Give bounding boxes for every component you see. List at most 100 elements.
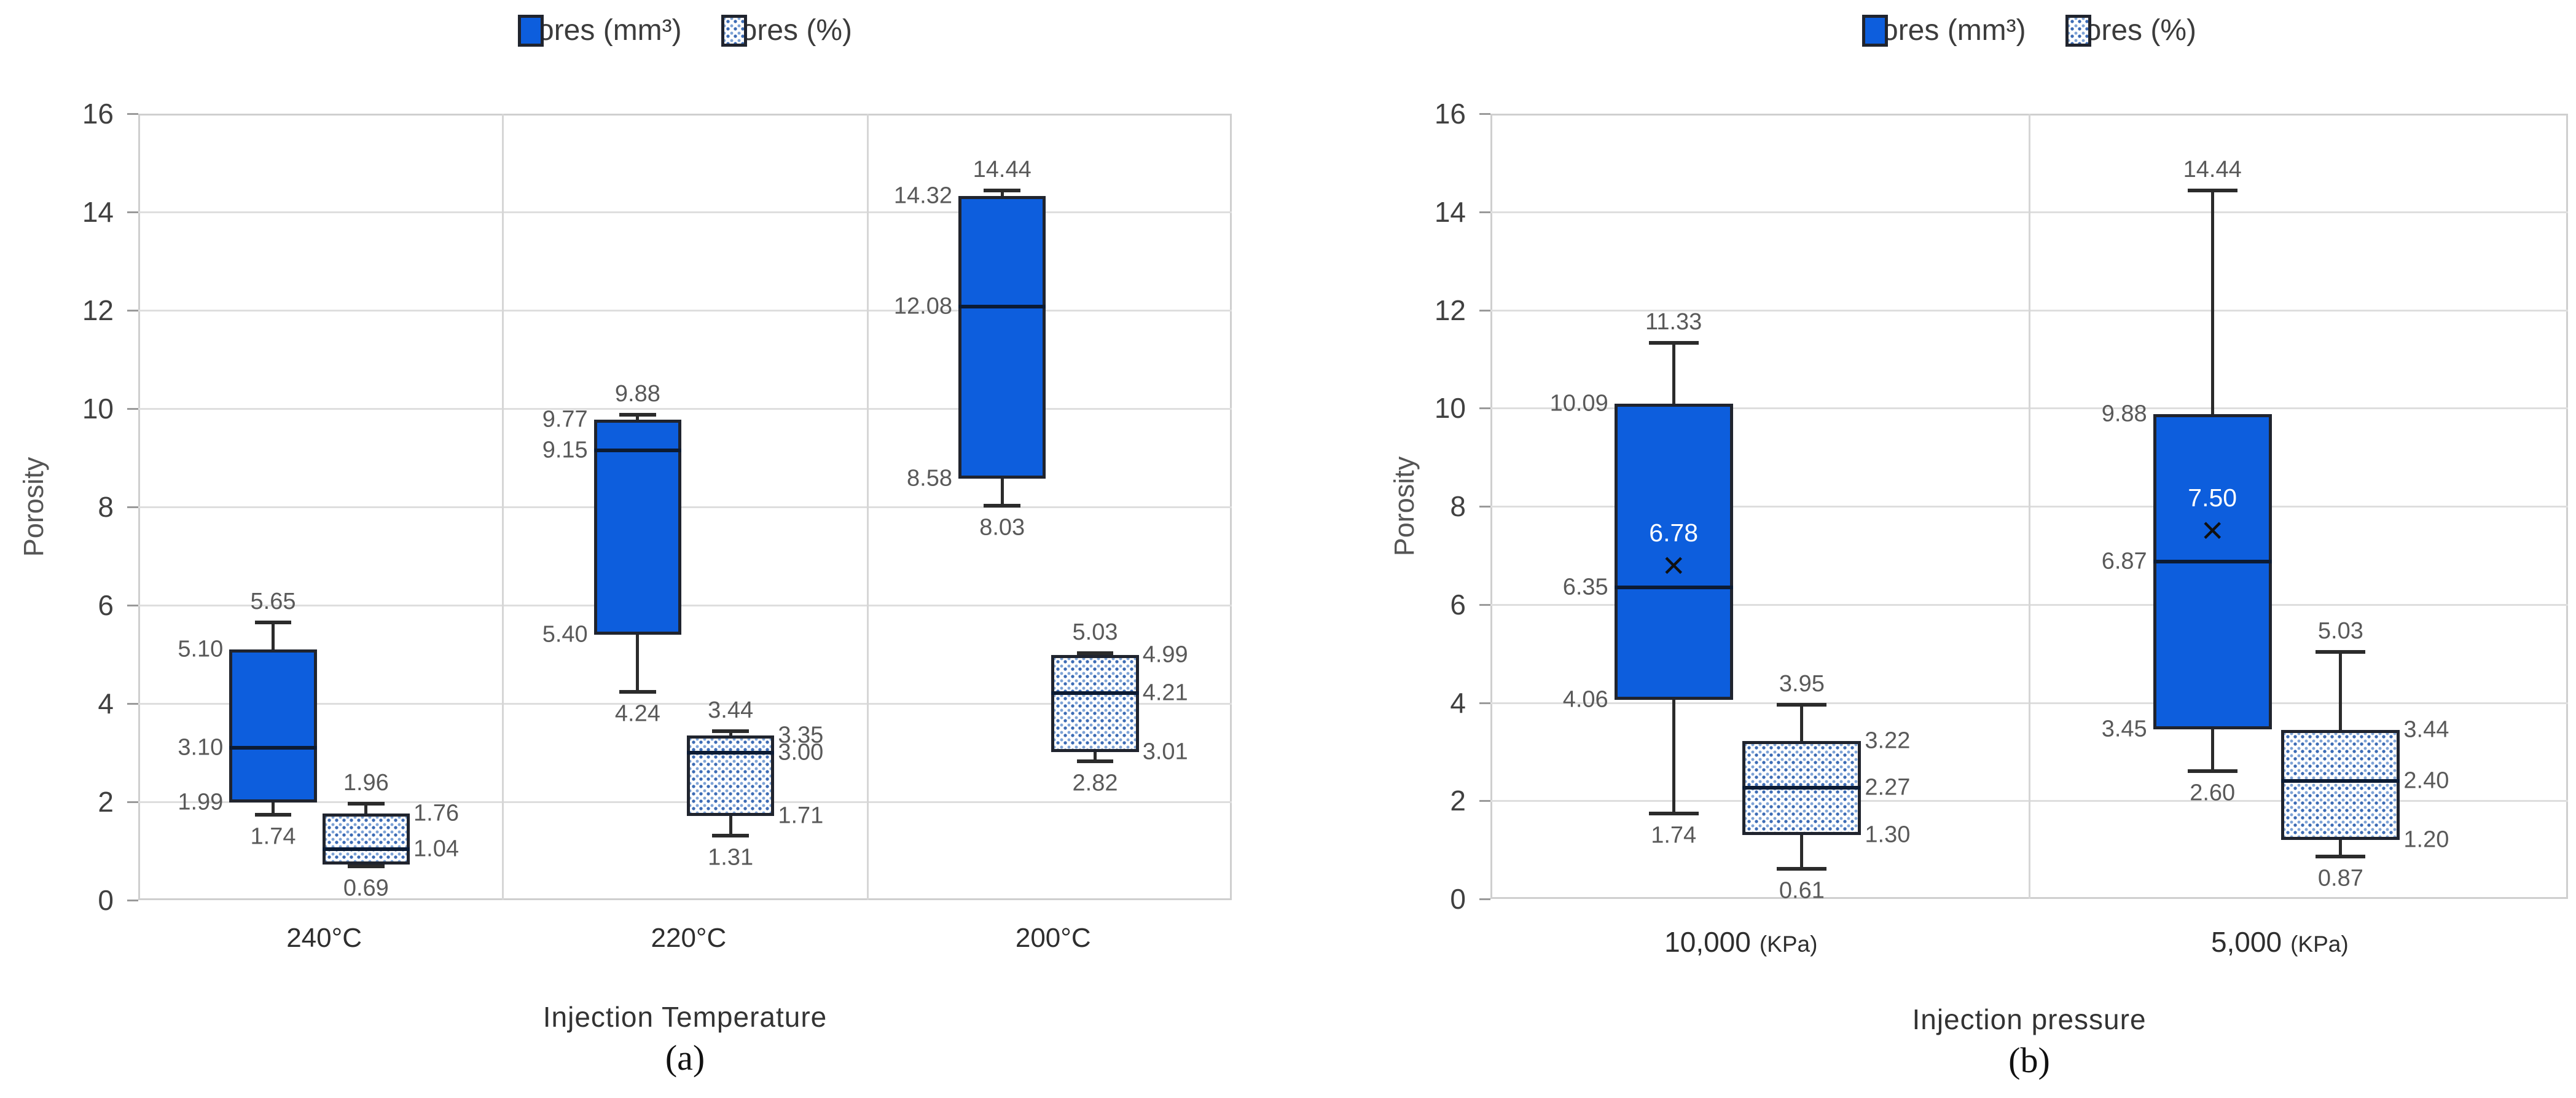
- legend-swatch-pattern: [2065, 14, 2091, 47]
- x-axis-title: Injection pressure: [1912, 1003, 2147, 1035]
- value-label-whisker-high: 3.44: [708, 697, 754, 723]
- mean-value-label: 7.50: [2188, 483, 2237, 512]
- whisker-stem-upper: [729, 731, 732, 735]
- whisker-cap-low: [1076, 759, 1114, 764]
- legend-swatch-solid: [1862, 14, 1888, 47]
- x-category-unit: (KPa): [1759, 931, 1818, 957]
- whisker-cap-high: [2187, 188, 2237, 192]
- y-tick-mark: [127, 211, 138, 213]
- value-label-q1: 1.71: [778, 802, 824, 829]
- value-label-median: 6.35: [1562, 574, 1608, 600]
- y-tick-label: 10: [82, 393, 114, 425]
- median-line: [686, 751, 775, 755]
- box-pores-mm3: [2153, 414, 2272, 730]
- subfigure-caption: (a): [665, 1038, 705, 1078]
- value-label-median: 6.87: [2101, 548, 2147, 574]
- y-tick-label: 0: [1450, 883, 1466, 915]
- y-tick-label: 12: [1434, 294, 1466, 326]
- legend: Pores (mm³) Pores (%): [517, 14, 852, 47]
- y-tick-label: 6: [1450, 588, 1466, 621]
- value-label-whisker-low: 0.87: [2317, 865, 2363, 891]
- y-tick-mark: [1479, 113, 1490, 115]
- whisker-cap-high: [1648, 341, 1699, 345]
- whisker-stem-upper: [1000, 190, 1004, 197]
- value-label-q3: 3.44: [2403, 716, 2449, 743]
- median-line: [593, 449, 682, 452]
- y-tick-mark: [127, 310, 138, 312]
- whisker-cap-high: [1076, 651, 1114, 655]
- legend-item-pores-percent: Pores (%): [2065, 14, 2196, 47]
- chart-a-injection-temperature: Pores (mm³) Pores (%) Porosity Injection…: [18, 14, 1232, 1078]
- mean-value-label: 6.78: [1649, 519, 1699, 547]
- whisker-stem-upper: [1672, 343, 1675, 404]
- y-tick-mark: [127, 605, 138, 606]
- y-tick-label: 16: [1434, 98, 1466, 130]
- value-label-q1: 4.06: [1562, 686, 1608, 713]
- value-label-whisker-high: 3.95: [1779, 671, 1825, 697]
- value-label-whisker-high: 9.88: [614, 380, 660, 407]
- value-label-q1: 5.40: [542, 621, 588, 648]
- y-tick-label: 2: [98, 786, 114, 818]
- value-label-q1: 3.45: [2101, 716, 2147, 742]
- whisker-stem-upper: [2210, 190, 2214, 414]
- y-tick-label: 2: [1450, 785, 1466, 817]
- whisker-cap-low: [347, 864, 385, 868]
- y-tick-mark: [1479, 211, 1490, 213]
- median-line: [1051, 691, 1139, 696]
- legend-swatch-pattern: [721, 14, 747, 47]
- y-tick-mark: [127, 408, 138, 410]
- value-label-median: 4.21: [1142, 680, 1188, 706]
- whisker-cap-high: [984, 188, 1021, 192]
- value-label-whisker-high: 11.33: [1645, 309, 1702, 335]
- gridline-y-6: [138, 605, 1232, 606]
- value-label-median: 3.00: [778, 739, 824, 766]
- y-tick-mark: [1479, 506, 1490, 508]
- value-label-q1: 3.01: [1142, 739, 1188, 765]
- box-pores-mm3: [1614, 404, 1733, 700]
- whisker-stem-lower: [272, 802, 275, 815]
- whisker-stem-upper: [364, 804, 368, 814]
- median-line: [2153, 560, 2272, 564]
- median-line: [1742, 785, 1862, 790]
- y-tick-mark: [127, 113, 138, 115]
- whisker-stem-upper: [272, 622, 275, 649]
- whisker-stem-lower: [636, 635, 640, 692]
- y-tick-mark: [1479, 309, 1490, 312]
- gridline-y-12: [138, 310, 1232, 312]
- value-label-whisker-low: 0.61: [1779, 877, 1825, 904]
- whisker-cap-low: [619, 689, 656, 694]
- value-label-q3: 10.09: [1549, 390, 1608, 417]
- box-pores-mm3: [593, 420, 682, 635]
- value-label-q3: 5.10: [178, 636, 224, 662]
- box-pores-percent: [686, 735, 775, 817]
- y-tick-mark: [1479, 702, 1490, 704]
- whisker-cap-low: [984, 503, 1021, 508]
- y-tick-label: 14: [82, 196, 114, 228]
- whisker-cap-high: [1777, 703, 1827, 707]
- x-category-label: 10,000 (KPa): [1664, 925, 1817, 959]
- legend-label-pores-mm3: Pores (mm³): [1862, 14, 2026, 47]
- value-label-q1: 1.30: [1865, 822, 1911, 848]
- box-pores-mm3: [229, 649, 317, 802]
- y-tick-label: 8: [98, 491, 114, 523]
- y-tick-label: 4: [98, 688, 114, 720]
- y-tick-label: 14: [1434, 195, 1466, 228]
- whisker-stem-lower: [2210, 729, 2214, 772]
- y-tick-label: 0: [98, 884, 114, 916]
- whisker-stem-lower: [1800, 835, 1804, 869]
- x-axis-title: Injection Temperature: [542, 1001, 828, 1033]
- value-label-median: 1.04: [413, 836, 459, 862]
- box-pores-mm3: [958, 196, 1046, 479]
- legend-item-pores-mm3: Pores (mm³): [517, 14, 682, 47]
- y-tick-label: 6: [98, 589, 114, 621]
- value-label-median: 2.27: [1865, 774, 1911, 801]
- value-label-whisker-high: 5.65: [250, 589, 296, 614]
- median-line: [958, 304, 1046, 308]
- value-label-whisker-low: 2.82: [1072, 770, 1118, 796]
- value-label-whisker-high: 14.44: [973, 156, 1032, 182]
- box-pores-percent: [322, 814, 410, 865]
- value-label-whisker-high: 5.03: [2317, 618, 2363, 645]
- value-label-q1: 1.99: [178, 789, 224, 815]
- y-tick-mark: [127, 900, 138, 901]
